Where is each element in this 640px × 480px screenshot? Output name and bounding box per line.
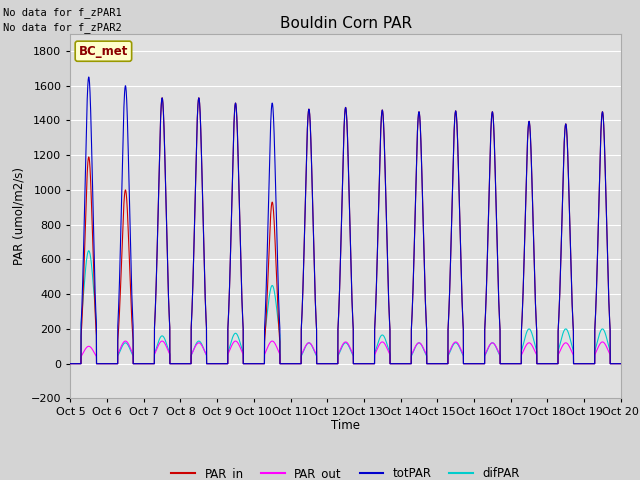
X-axis label: Time: Time: [331, 419, 360, 432]
Text: No data for f_zPAR1: No data for f_zPAR1: [3, 7, 122, 18]
Text: No data for f_zPAR2: No data for f_zPAR2: [3, 22, 122, 33]
Y-axis label: PAR (umol/m2/s): PAR (umol/m2/s): [12, 167, 26, 265]
Text: BC_met: BC_met: [79, 45, 128, 58]
Title: Bouldin Corn PAR: Bouldin Corn PAR: [280, 16, 412, 31]
Legend: PAR_in, PAR_out, totPAR, difPAR: PAR_in, PAR_out, totPAR, difPAR: [166, 463, 525, 480]
